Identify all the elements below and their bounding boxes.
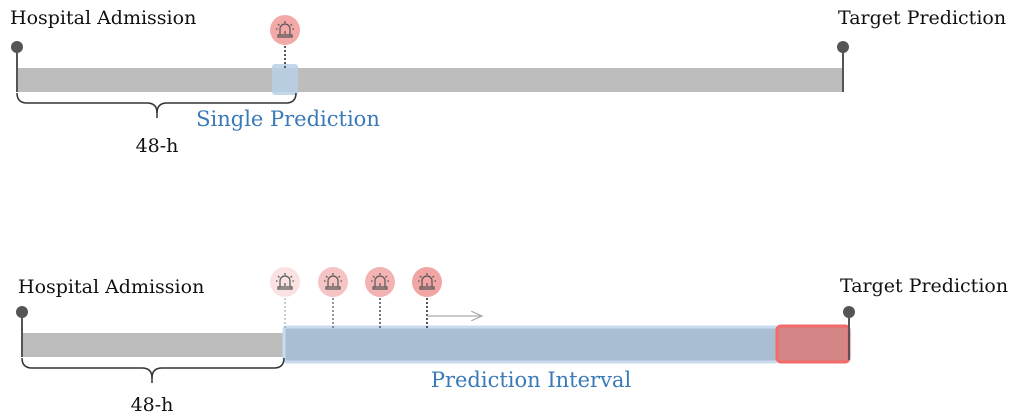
- end-pin-head: [843, 306, 855, 318]
- alarm: [270, 15, 300, 45]
- panel-single: Hospital Admission Target Prediction 48-…: [10, 7, 1006, 157]
- start-pin-head: [11, 41, 23, 53]
- prediction-point: [272, 64, 298, 95]
- panel-interval: Hospital Admission Target Prediction 48-…: [16, 267, 1008, 416]
- end-label: Target Prediction: [838, 7, 1006, 29]
- start-label: Hospital Admission: [10, 7, 196, 29]
- prediction-interval: [282, 325, 780, 364]
- brace: [21, 357, 285, 379]
- end-label: Target Prediction: [840, 275, 1008, 297]
- alarm: [365, 267, 395, 297]
- timeline-bar: [22, 333, 285, 357]
- window-label: 48-h: [136, 135, 179, 157]
- end-pin-head: [837, 41, 849, 53]
- alarm: [318, 267, 348, 297]
- prediction-label: Prediction Interval: [431, 368, 632, 392]
- window-label: 48-h: [131, 394, 174, 416]
- timeline-bar: [17, 68, 843, 92]
- start-pin-head: [16, 306, 28, 318]
- alarm: [412, 267, 442, 297]
- target-window: [775, 324, 851, 364]
- prediction-label: Single Prediction: [196, 107, 380, 131]
- alarm: [270, 267, 300, 297]
- start-label: Hospital Admission: [18, 276, 204, 298]
